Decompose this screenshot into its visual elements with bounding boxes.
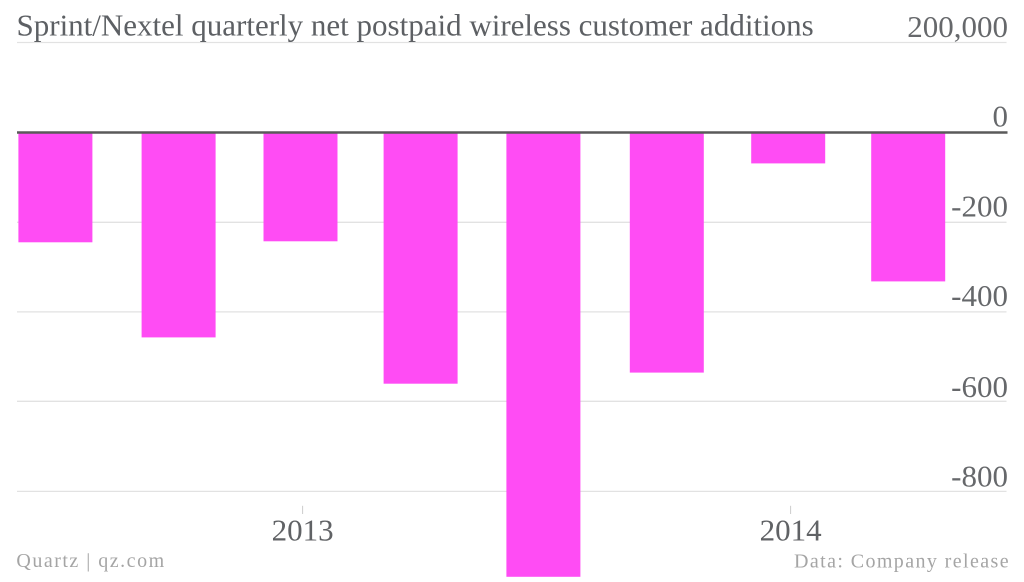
svg-text:2014: 2014 bbox=[760, 513, 823, 548]
svg-text:200,000: 200,000 bbox=[907, 9, 1008, 44]
svg-text:0: 0 bbox=[993, 99, 1009, 134]
svg-text:2013: 2013 bbox=[272, 513, 334, 548]
svg-text:-800: -800 bbox=[951, 459, 1008, 494]
svg-text:-200: -200 bbox=[951, 188, 1008, 223]
svg-text:Data: Company release: Data: Company release bbox=[794, 551, 1010, 573]
svg-text:Quartz | qz.com: Quartz | qz.com bbox=[16, 550, 165, 572]
svg-text:-600: -600 bbox=[951, 369, 1008, 404]
svg-text:-400: -400 bbox=[951, 278, 1008, 313]
svg-text:Sprint/Nextel quarterly net po: Sprint/Nextel quarterly net postpaid wir… bbox=[17, 7, 814, 42]
